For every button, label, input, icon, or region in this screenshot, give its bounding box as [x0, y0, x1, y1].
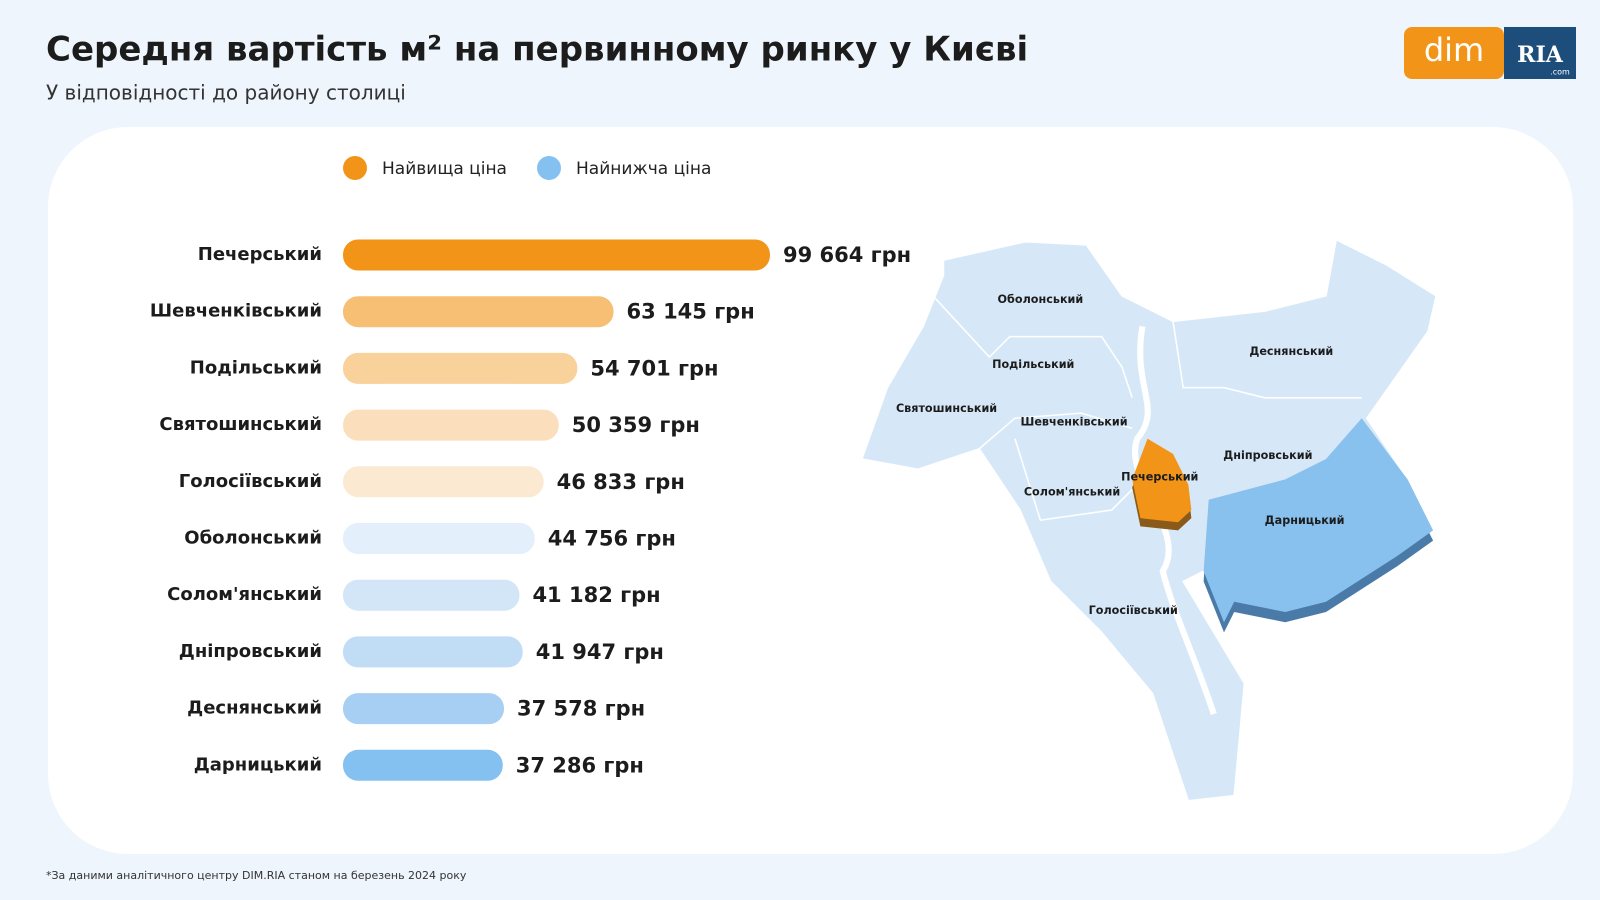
- legend-swatch: [343, 156, 367, 180]
- value-label: 99 664 грн: [783, 243, 911, 267]
- legend: Найвища ціна Найнижча ціна: [343, 156, 711, 180]
- district-darnytskyi: [1203, 418, 1434, 623]
- bar: [343, 579, 520, 611]
- legend-label: Найвища ціна: [382, 159, 507, 179]
- bar: [343, 296, 614, 328]
- district-pecherskyi: [1132, 438, 1192, 523]
- district-label: Дніпровський: [1223, 449, 1312, 462]
- category-label: Солом'янський: [167, 584, 322, 605]
- district-label: Оболонський: [998, 293, 1084, 306]
- district-label: Солом'янський: [1024, 486, 1120, 499]
- district-label: Святошинський: [896, 402, 997, 415]
- subtitle: У відповідності до району столиці: [46, 81, 406, 105]
- border: [978, 412, 1133, 450]
- value-label: 41 182 грн: [532, 583, 660, 607]
- bar: [343, 352, 578, 384]
- bar: [343, 409, 559, 441]
- category-label: Деснянський: [187, 698, 322, 719]
- category-label: Дарницький: [194, 754, 322, 775]
- bar-chart: Печерський 99 664 грн Шевченківський 63 145…: [150, 239, 911, 781]
- value-label: 54 701 грн: [590, 356, 718, 380]
- legend-label: Найнижча ціна: [576, 159, 711, 179]
- bar: [343, 523, 535, 554]
- logo-text: .com: [1550, 68, 1570, 77]
- category-label: Оболонський: [184, 528, 322, 549]
- legend-swatch: [537, 156, 561, 180]
- value-label: 46 833 грн: [557, 470, 685, 494]
- logo-text: RIA: [1517, 42, 1564, 68]
- category-label: Дніпровський: [179, 641, 322, 662]
- border: [1014, 438, 1133, 522]
- logo: dim RIA .com: [1404, 27, 1576, 79]
- district-label: Подільський: [992, 358, 1074, 371]
- map: Оболонський Деснянський Подільський Святоши…: [860, 238, 1438, 802]
- logo-text: dim: [1424, 31, 1484, 69]
- border: [1172, 321, 1362, 399]
- district-label: Голосіївський: [1089, 604, 1178, 617]
- category-label: Голосіївський: [179, 471, 322, 492]
- category-label: Святошинський: [159, 414, 322, 435]
- district-label: Печерський: [1121, 470, 1198, 483]
- value-label: 37 286 грн: [516, 753, 644, 777]
- district-label: Шевченківський: [1020, 415, 1127, 428]
- district-label: Дарницький: [1265, 514, 1345, 527]
- bar: [343, 636, 523, 668]
- bar: [343, 466, 544, 498]
- bar: [343, 239, 770, 271]
- value-label: 50 359 грн: [572, 413, 700, 437]
- category-label: Подільський: [190, 357, 322, 378]
- bar: [343, 693, 504, 725]
- footnote: *За даними аналітичного центру DIM.RIA с…: [46, 869, 467, 882]
- value-label: 37 578 грн: [517, 697, 645, 721]
- logo-right: [1504, 27, 1576, 79]
- bar: [343, 749, 503, 781]
- district-label: Деснянський: [1249, 345, 1333, 358]
- category-label: Шевченківський: [150, 301, 322, 322]
- value-label: 44 756 грн: [548, 527, 676, 551]
- map-labels: Оболонський Деснянський Подільський Святоши…: [896, 293, 1345, 617]
- value-label: 63 145 грн: [627, 300, 755, 324]
- logo-left: [1404, 27, 1504, 79]
- border: [927, 290, 1133, 399]
- value-label: 41 947 грн: [536, 640, 664, 664]
- title: Середня вартість м² на первинному ринку …: [46, 30, 1028, 70]
- category-label: Печерський: [198, 244, 322, 265]
